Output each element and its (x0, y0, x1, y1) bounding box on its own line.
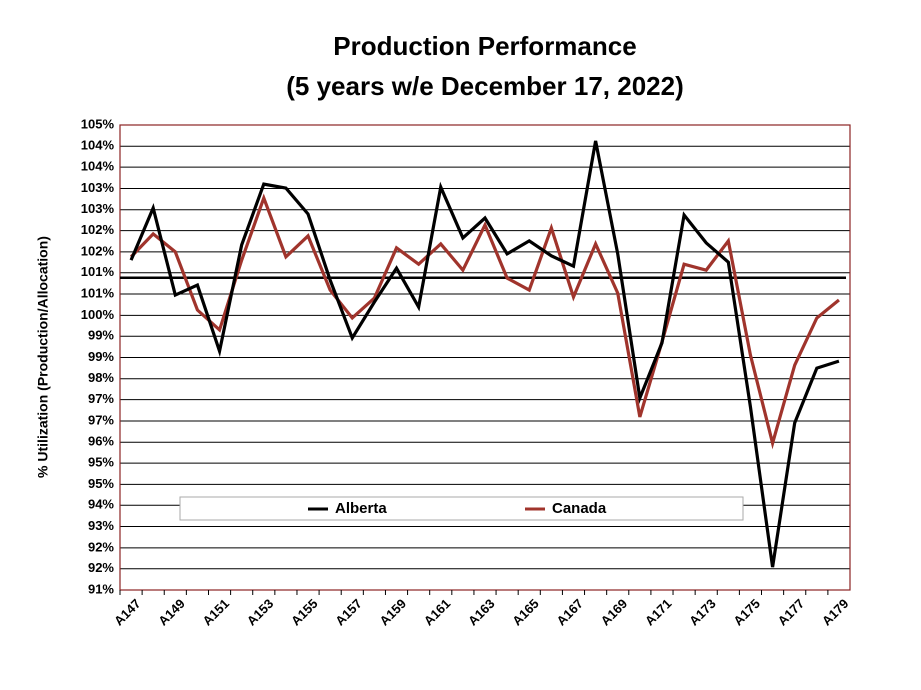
x-tick-label: A157 (332, 596, 365, 629)
x-tick-label: A155 (288, 596, 321, 629)
y-tick-label: 93% (88, 518, 114, 533)
y-tick-label: 102% (81, 243, 115, 258)
y-tick-label: 102% (81, 222, 115, 237)
legend-label: Canada (552, 500, 607, 517)
y-tick-label: 103% (81, 201, 115, 216)
y-axis-label: % Utilization (Production/Allocation) (35, 236, 51, 478)
y-tick-label: 104% (81, 159, 115, 174)
y-tick-label: 95% (88, 476, 114, 491)
chart-title: Production Performance (333, 31, 636, 61)
y-tick-label: 92% (88, 560, 114, 575)
y-tick-label: 98% (88, 370, 114, 385)
legend-label: Alberta (335, 500, 387, 517)
x-tick-label: A167 (553, 596, 586, 629)
x-tick-label: A149 (155, 596, 188, 629)
y-tick-label: 104% (81, 138, 115, 153)
y-tick-label: 91% (88, 581, 114, 596)
x-tick-label: A177 (775, 596, 808, 629)
y-tick-label: 101% (81, 264, 115, 279)
y-tick-label: 96% (88, 434, 114, 449)
x-tick-label: A165 (509, 596, 542, 629)
x-tick-label: A169 (598, 596, 631, 629)
x-tick-label: A173 (686, 596, 719, 629)
legend-box (179, 496, 744, 521)
x-tick-label: A153 (244, 596, 277, 629)
x-tick-label: A159 (376, 596, 409, 629)
y-tick-label: 99% (88, 328, 114, 343)
line-series (129, 140, 840, 568)
y-tick-label: 103% (81, 180, 115, 195)
x-tick-label: A175 (730, 596, 763, 629)
line-series (129, 193, 840, 450)
y-tick-label: 97% (88, 391, 114, 406)
y-tick-label: 92% (88, 539, 114, 554)
x-tick-label: A163 (465, 596, 498, 629)
y-tick-label: 99% (88, 349, 114, 364)
plot-border (119, 124, 851, 591)
x-tick-label: A179 (819, 596, 852, 629)
y-tick-label: 97% (88, 412, 114, 427)
y-tick-label: 95% (88, 455, 114, 470)
y-tick-label: 105% (81, 116, 115, 131)
x-tick-label: A151 (200, 596, 233, 629)
x-tick-label: A161 (421, 596, 454, 629)
y-tick-label: 94% (88, 497, 114, 512)
x-tick-label: A147 (111, 596, 144, 629)
y-tick-label: 101% (81, 285, 115, 300)
x-tick-label: A171 (642, 596, 675, 629)
chart-subtitle: (5 years w/e December 17, 2022) (286, 71, 683, 101)
y-tick-label: 100% (81, 307, 115, 322)
